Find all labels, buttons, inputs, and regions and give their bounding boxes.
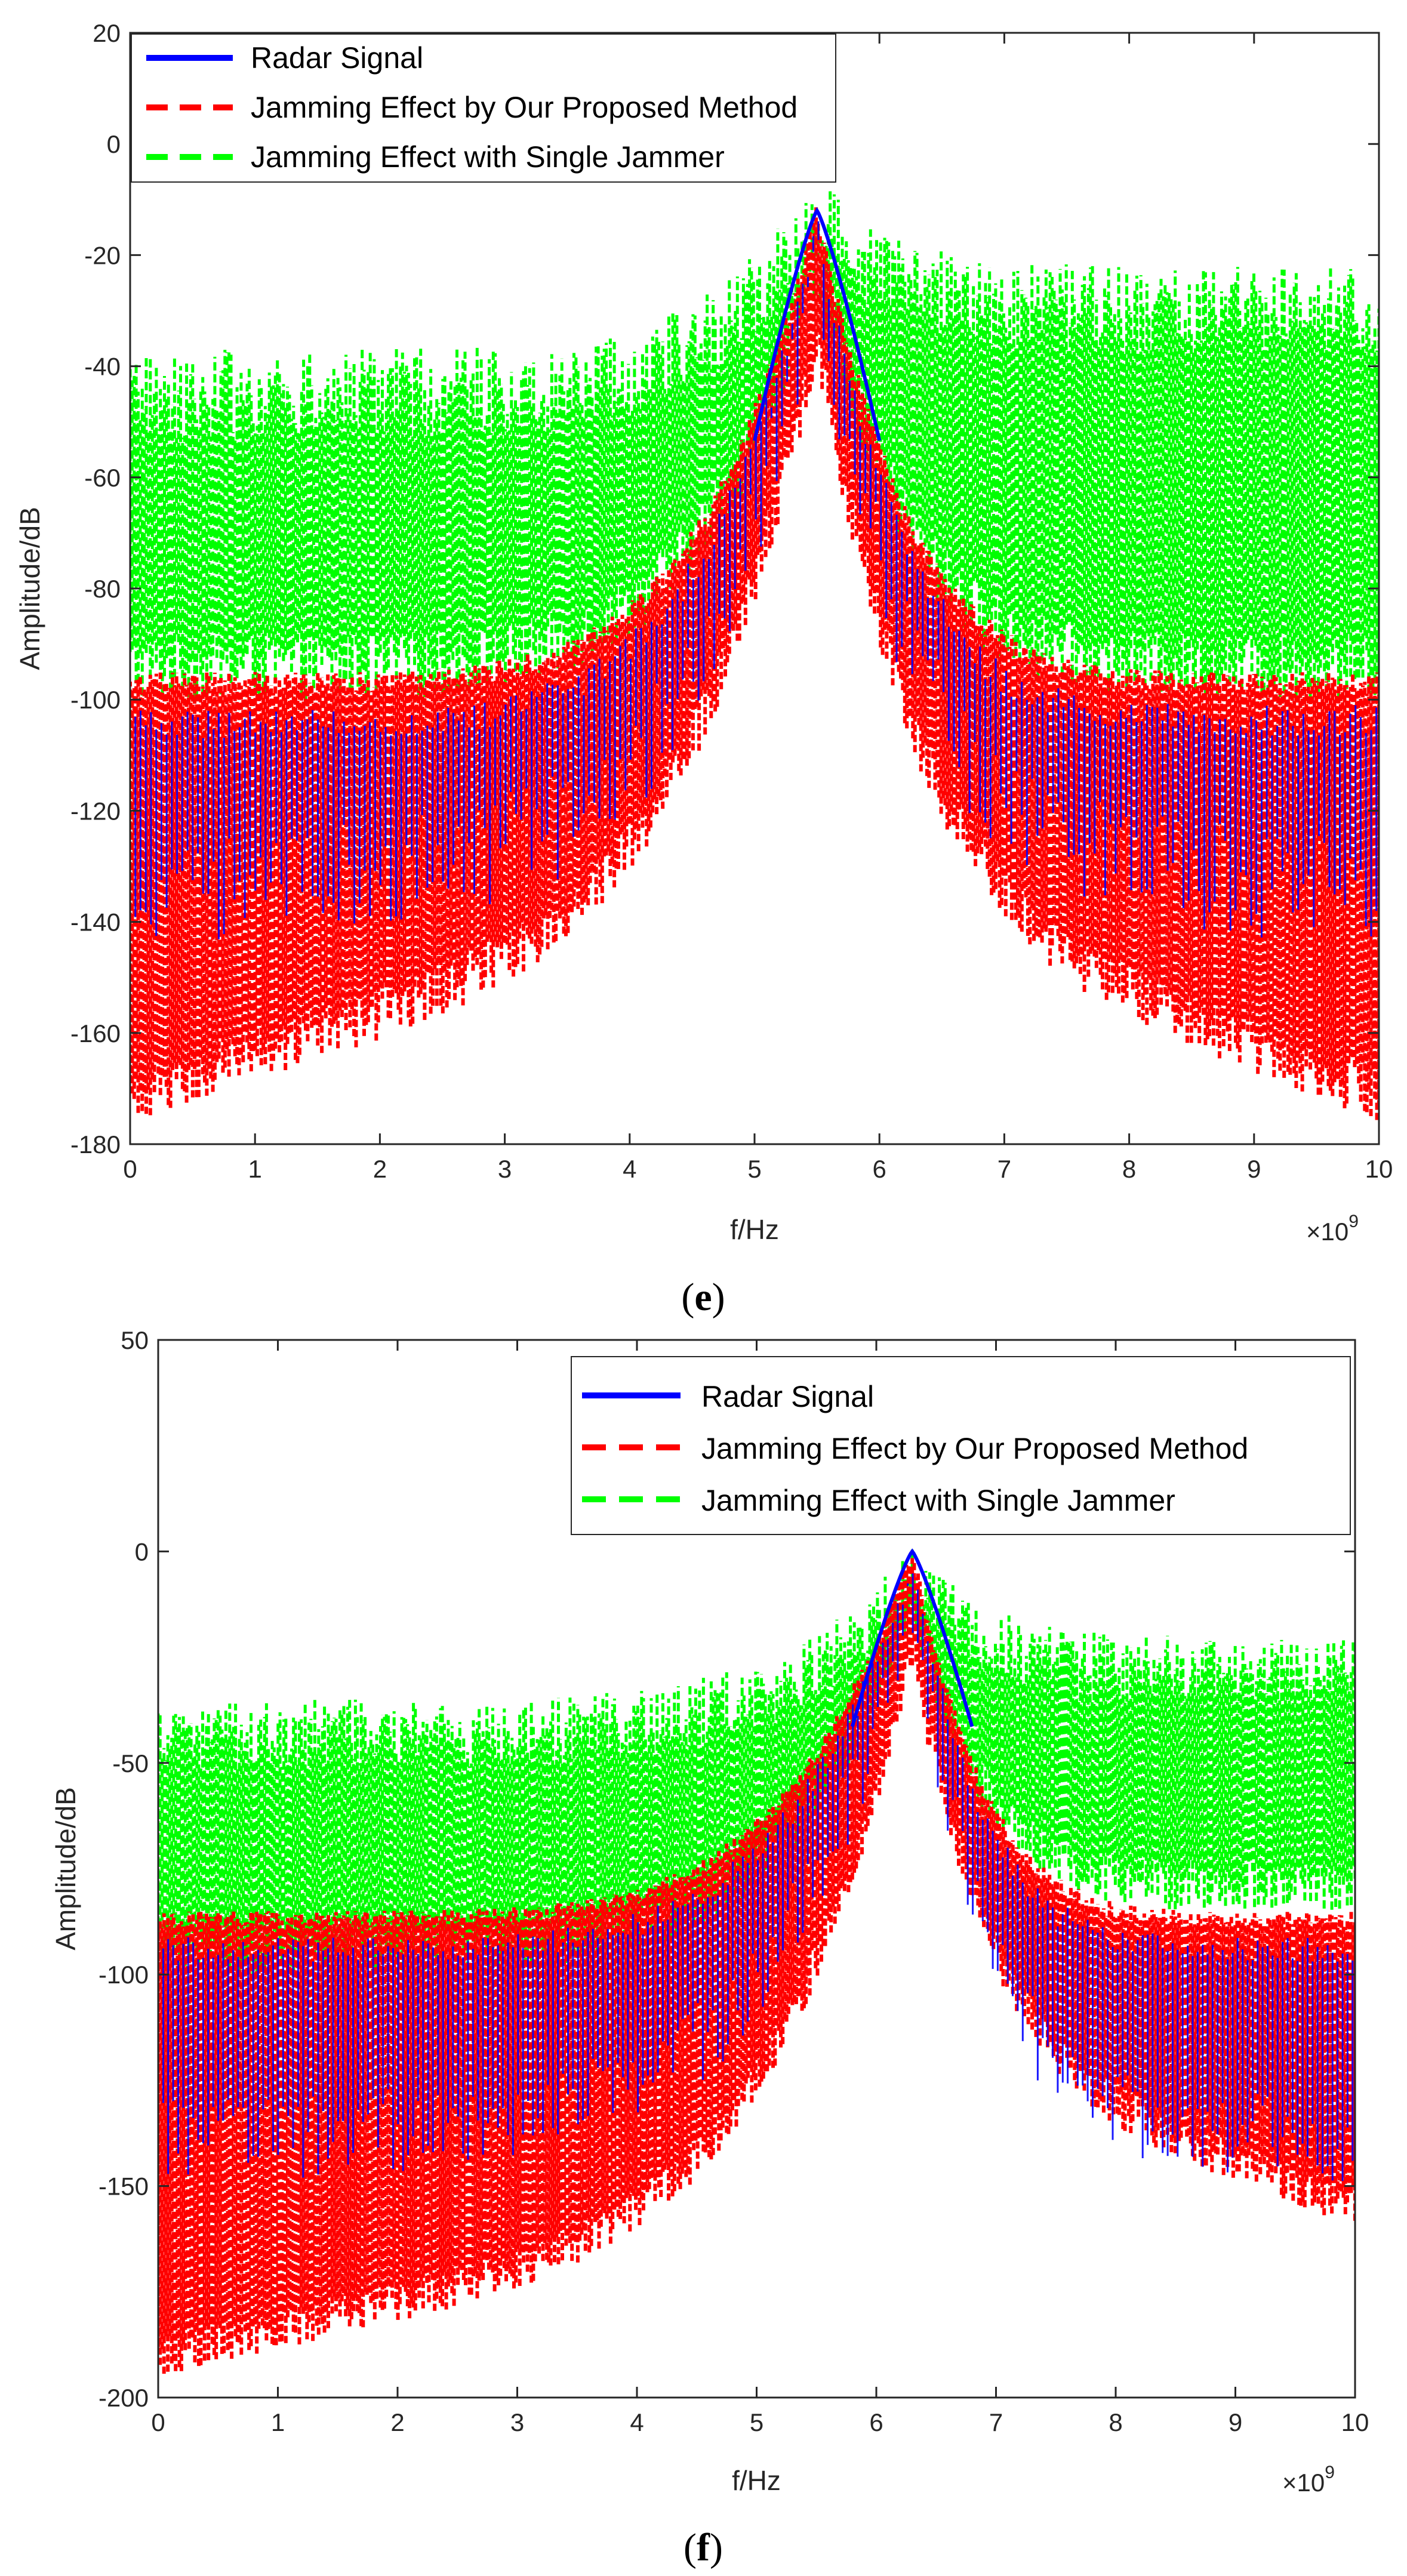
caption-close-f: ) — [710, 2526, 723, 2569]
x-tick-label-e: 10 — [1365, 1155, 1393, 1183]
caption-f: (f) — [684, 2526, 723, 2569]
legend-label-proposed-f: Jamming Effect by Our Proposed Method — [701, 1432, 1248, 1465]
y-tick-label-f: -150 — [98, 2173, 149, 2201]
legend-f: Radar Signal Jamming Effect by Our Propo… — [571, 1356, 1351, 1535]
x-tick-label-f: 3 — [510, 2408, 524, 2436]
y-tick-label-e: -140 — [70, 908, 121, 936]
y-tick-label-f: 50 — [121, 1326, 149, 1354]
y-axis-label-f: Amplitude/dB — [50, 1787, 81, 1951]
x-tick-label-f: 0 — [151, 2408, 165, 2436]
series-radar-peak-f — [851, 1548, 974, 1727]
y-tick-label-f: -50 — [112, 1749, 149, 1777]
legend-label-single-e: Jamming Effect with Single Jammer — [251, 140, 725, 174]
x-exponent-base-f: ×10 — [1282, 2469, 1325, 2497]
x-axis-label-e: f/Hz — [730, 1214, 779, 1245]
x-tick-label-f: 5 — [750, 2408, 763, 2436]
series-layer-f — [158, 1548, 1355, 2374]
x-tick-label-f: 8 — [1109, 2408, 1122, 2436]
chart-panel-f: 50 0 -50 -100 -150 -200 0 1 2 3 4 5 6 7 8 9 10 f/Hz Amp… — [50, 1326, 1369, 2569]
legend-e: Radar Signal Jamming Effect by Our Propo… — [131, 33, 836, 183]
caption-e: (e) — [681, 1275, 725, 1319]
y-tick-label-e: 0 — [107, 130, 121, 158]
y-tick-label-f: 0 — [135, 1537, 149, 1566]
x-tick-label-f: 1 — [271, 2408, 285, 2436]
x-tick-label-e: 3 — [498, 1155, 512, 1183]
y-tick-label-e: -80 — [84, 575, 121, 603]
legend-label-radar-e: Radar Signal — [251, 41, 423, 75]
x-tick-label-f: 9 — [1229, 2408, 1242, 2436]
x-tick-label-e: 2 — [373, 1155, 387, 1183]
x-exponent-power-f: 9 — [1325, 2463, 1335, 2482]
y-tick-label-e: -160 — [70, 1019, 121, 1047]
legend-box-e — [131, 33, 836, 183]
series-single-jammer-e — [130, 189, 1379, 700]
caption-open-e: ( — [681, 1275, 694, 1319]
legend-label-single-f: Jamming Effect with Single Jammer — [701, 1484, 1175, 1517]
x-exponent-f: ×109 — [1282, 2463, 1335, 2497]
x-tick-label-e: 0 — [123, 1155, 137, 1183]
y-tick-label-e: -40 — [84, 353, 121, 381]
y-axis-label-e: Amplitude/dB — [14, 507, 45, 670]
y-ticks-e: 20 0 -20 -40 -60 -80 -100 -120 -140 -160 -180 — [70, 19, 1379, 1158]
x-tick-label-e: 9 — [1247, 1155, 1261, 1183]
caption-letter-e: e — [694, 1275, 712, 1319]
x-tick-label-f: 6 — [869, 2408, 883, 2436]
caption-close-e: ) — [712, 1275, 725, 1319]
series-radar-signal-e — [130, 221, 1378, 939]
x-tick-label-e: 5 — [747, 1155, 761, 1183]
y-tick-label-e: -100 — [70, 686, 121, 714]
legend-label-radar-f: Radar Signal — [701, 1380, 874, 1413]
x-exponent-power-e: 9 — [1348, 1212, 1359, 1231]
x-tick-label-e: 6 — [873, 1155, 886, 1183]
x-tick-label-f: 4 — [630, 2408, 644, 2436]
x-tick-label-e: 7 — [997, 1155, 1011, 1183]
y-tick-label-e: -60 — [84, 464, 121, 492]
legend-label-proposed-e: Jamming Effect by Our Proposed Method — [251, 91, 798, 124]
y-tick-label-e: -180 — [70, 1130, 121, 1158]
series-single-jammer-f — [158, 1548, 1355, 1974]
y-tick-label-e: -120 — [70, 797, 121, 825]
x-exponent-base-e: ×10 — [1306, 1218, 1348, 1246]
y-tick-label-f: -100 — [98, 1961, 149, 1989]
y-tick-label-f: -200 — [98, 2384, 149, 2412]
x-tick-label-e: 8 — [1122, 1155, 1136, 1183]
series-radar-signal-f — [158, 1573, 1354, 2181]
legend-box-f — [571, 1356, 1351, 1535]
caption-open-f: ( — [684, 2526, 697, 2569]
x-tick-label-f: 10 — [1341, 2408, 1369, 2436]
y-tick-label-e: 20 — [93, 19, 121, 47]
x-ticks-f: 0 1 2 3 4 5 6 7 8 9 10 — [151, 1340, 1369, 2436]
x-axis-label-f: f/Hz — [732, 2465, 781, 2496]
x-tick-label-e: 1 — [248, 1155, 262, 1183]
y-ticks-f: 50 0 -50 -100 -150 -200 — [98, 1326, 1355, 2412]
x-tick-label-e: 4 — [623, 1155, 636, 1183]
x-tick-label-f: 2 — [390, 2408, 404, 2436]
y-tick-label-e: -20 — [84, 241, 121, 269]
x-exponent-e: ×109 — [1306, 1212, 1359, 1246]
series-radar-peak-e — [753, 207, 882, 441]
series-layer-e — [130, 189, 1379, 1120]
chart-panel-e: 20 0 -20 -40 -60 -80 -100 -120 -140 -160 -180 0 1 2 3… — [14, 19, 1393, 1319]
caption-letter-f: f — [697, 2526, 710, 2569]
x-tick-label-f: 7 — [989, 2408, 1003, 2436]
